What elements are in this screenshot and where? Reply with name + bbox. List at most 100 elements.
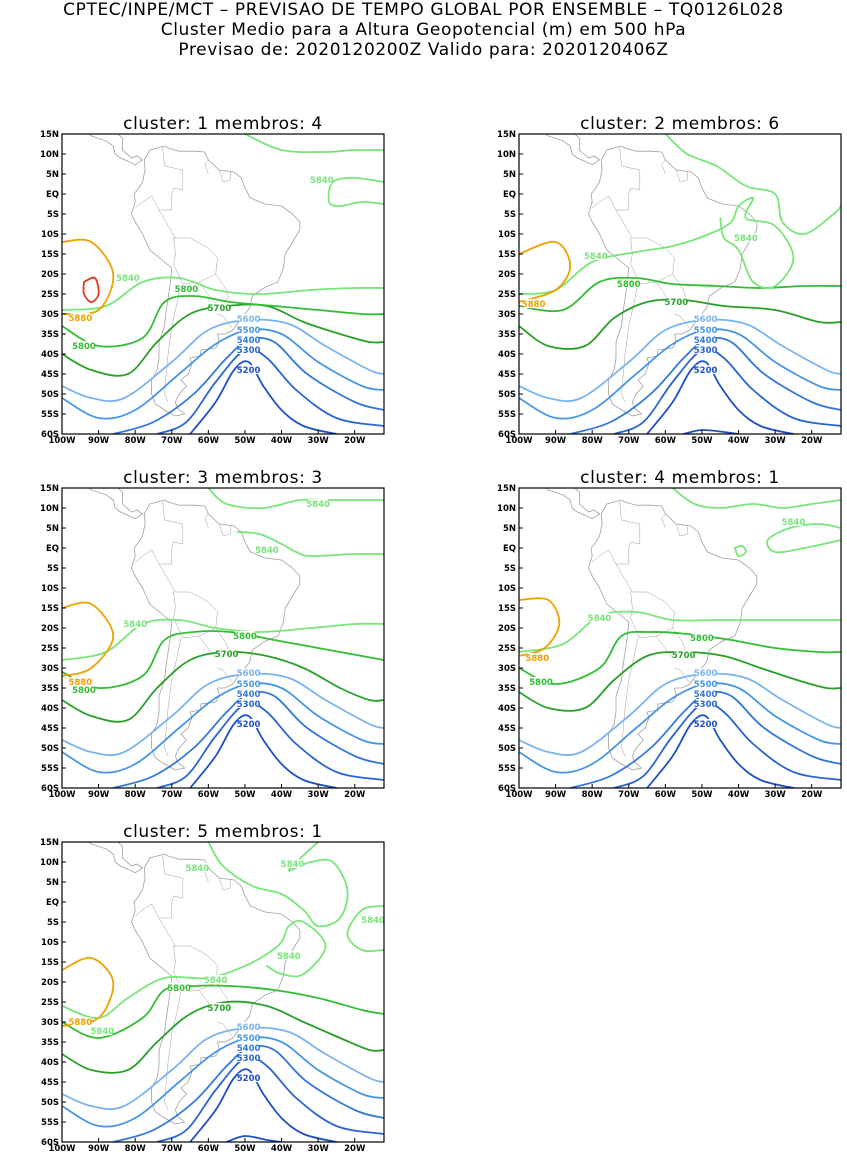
contour-label: 5200	[237, 1074, 261, 1084]
lon-tick-label: 20W	[344, 1144, 366, 1154]
contour-label-bg	[238, 325, 259, 334]
lat-tick-label: 10N	[497, 150, 516, 160]
lat-tick-label: 15S	[498, 604, 516, 614]
contour-5500	[62, 1036, 384, 1128]
contour-label-bg	[311, 175, 332, 184]
map-frame	[518, 133, 842, 435]
contour-label-bg	[308, 499, 329, 508]
contour-label-bg	[527, 653, 548, 662]
contour-label: 5700	[672, 651, 696, 661]
contour-label: 5840	[277, 952, 301, 962]
contour-5840	[519, 610, 841, 653]
contour-label-bg	[695, 679, 716, 688]
country-border	[164, 283, 182, 403]
contour-label-bg	[282, 859, 303, 868]
contour-label-bg	[238, 345, 259, 354]
lon-tick-label: 30W	[308, 1144, 330, 1154]
lat-tick-label: EQ	[46, 190, 59, 200]
lat-tick-label: 30S	[41, 310, 59, 320]
contour-label-bg	[618, 279, 639, 288]
contour-5500	[62, 328, 384, 420]
contour-5840	[327, 177, 384, 207]
contour-5800	[62, 295, 384, 348]
lat-tick-label: 30S	[41, 664, 59, 674]
contour-label-bg	[585, 251, 606, 260]
lon-tick-label: 100W	[48, 436, 76, 446]
map-frame	[61, 133, 385, 435]
contour-label: 5700	[208, 304, 232, 314]
contour-5600	[62, 318, 384, 403]
lon-tick-label: 80W	[125, 436, 147, 446]
lon-tick-label: 20W	[801, 790, 823, 800]
contour-label-bg	[238, 719, 259, 728]
lat-tick-label: 30S	[498, 310, 516, 320]
contour-label: 5200	[237, 366, 261, 376]
contour-label: 5840	[782, 518, 806, 528]
contour-5840	[519, 196, 795, 295]
contour-5840	[207, 488, 384, 510]
header-line-1: CPTEC/INPE/MCT – PREVISAO DE TEMPO GLOBA…	[63, 0, 784, 20]
contour-label-bg	[238, 1073, 259, 1082]
lat-tick-label: 10N	[40, 150, 59, 160]
contour-label: 5840	[734, 234, 758, 244]
lon-tick-label: 80W	[125, 790, 147, 800]
contour-label: 5880	[522, 300, 546, 310]
lat-tick-label: 15N	[497, 484, 516, 494]
lat-tick-label: 15S	[498, 250, 516, 260]
contour-label: 5800	[690, 634, 714, 644]
contour-label-bg	[695, 689, 716, 698]
country-border	[592, 195, 633, 239]
contour-label-bg	[70, 313, 91, 322]
panel-map: 5840584058405880580058005700560055005400…	[40, 484, 385, 800]
lat-tick-label: 20S	[41, 270, 59, 280]
contour-5500	[519, 328, 841, 420]
lat-tick-label: 45S	[498, 370, 516, 380]
contour-label-bg	[73, 341, 94, 350]
map-frame	[61, 487, 385, 789]
contour-label-bg	[238, 314, 259, 324]
contour-label: 5840	[204, 976, 228, 986]
contour-label-bg	[238, 679, 259, 688]
lon-tick-label: 100W	[48, 1144, 76, 1154]
lat-tick-label: 15N	[497, 130, 516, 140]
lon-tick-label: 30W	[765, 790, 787, 800]
contour-label-bg	[169, 983, 190, 992]
contour-5800	[62, 984, 384, 1039]
contour-label: 5880	[68, 1018, 92, 1028]
lon-tick-label: 40W	[271, 1144, 293, 1154]
coastline-central-america	[88, 488, 144, 520]
contour-label-bg	[238, 689, 259, 698]
country-border	[674, 313, 690, 329]
lon-tick-label: 100W	[505, 790, 533, 800]
country-border	[135, 903, 176, 947]
lat-tick-label: 5S	[47, 918, 59, 928]
lat-tick-label: 60S	[41, 1138, 59, 1148]
lat-tick-label: 50S	[41, 744, 59, 754]
country-border	[159, 146, 184, 211]
lon-tick-label: 70W	[161, 436, 183, 446]
contour-5840	[62, 919, 327, 1019]
lat-tick-label: 40S	[41, 704, 59, 714]
contour-label-bg	[70, 677, 91, 686]
country-border	[661, 159, 666, 175]
lon-tick-label: 90W	[545, 790, 567, 800]
lat-tick-label: 55S	[498, 764, 516, 774]
contour-5840	[62, 618, 384, 661]
lat-tick-label: 20S	[41, 624, 59, 634]
contour-label: 5800	[167, 984, 191, 994]
lat-tick-label: 35S	[41, 1038, 59, 1048]
map-content: 5840 5840 5880 5800 5800 5700 5600550054005300…	[519, 488, 841, 788]
header-line-3: Previsao de: 2020120200Z Valido para: 20…	[178, 40, 669, 60]
lat-tick-label: 60S	[498, 430, 516, 440]
contour-5200	[682, 429, 740, 434]
contour-5800	[519, 630, 841, 685]
contour-label-bg	[695, 719, 716, 728]
contour-label-bg	[70, 1017, 91, 1026]
lat-tick-label: EQ	[503, 544, 516, 554]
contour-label: 5840	[116, 274, 140, 284]
lat-tick-label: 50S	[498, 390, 516, 400]
contour-5880	[62, 238, 115, 316]
map-content: 5840 584058405840584058805800584057005600…	[62, 842, 384, 1142]
map-content: 5840584058405880580058005700560055005400…	[62, 488, 384, 788]
